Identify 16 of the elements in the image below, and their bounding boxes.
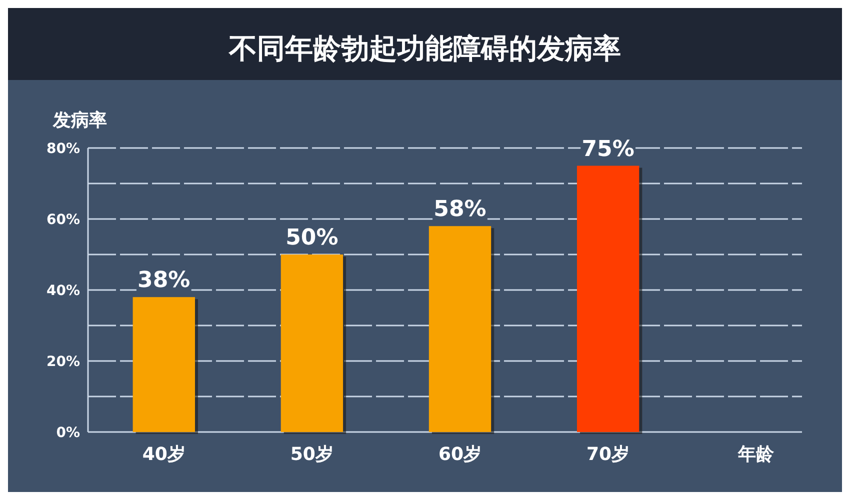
y-tick-label: 20% [46,354,80,370]
data-label: 75% [582,136,634,162]
y-tick-label: 60% [46,212,80,228]
y-tick-label: 0% [56,424,80,441]
y-tick-label: 80% [46,140,80,157]
x-axis-title: 年龄 [737,444,776,465]
data-label: 58% [434,197,486,222]
data-label: 38% [138,268,190,294]
y-axis-title: 发病率 [52,110,107,131]
chart-title: 不同年龄勃起功能障碍的发病率 [228,32,621,65]
data-label: 50% [286,226,338,250]
x-tick-label: 70岁 [586,444,630,465]
y-tick-label: 40% [46,282,80,299]
x-tick-label: 60岁 [438,444,482,465]
x-tick-label: 50岁 [290,444,334,465]
x-tick-label: 40岁 [142,444,186,465]
